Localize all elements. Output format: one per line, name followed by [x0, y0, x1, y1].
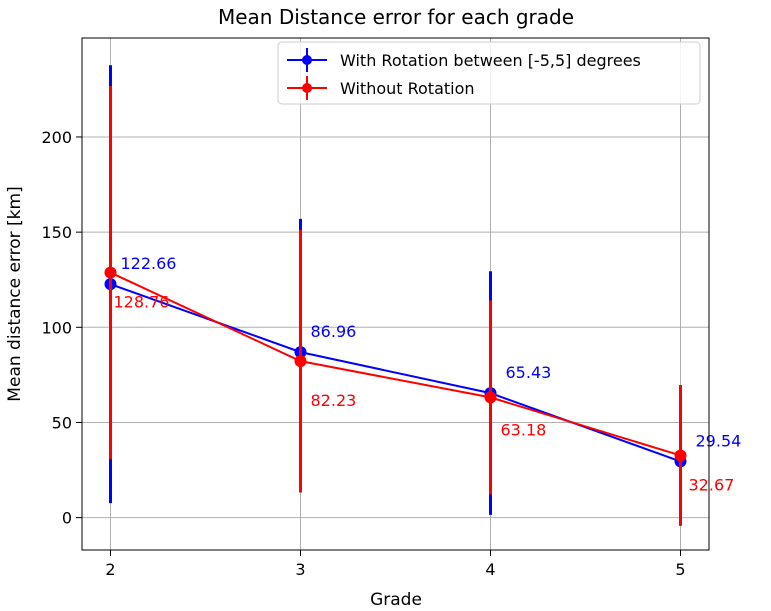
data-label: 32.67: [689, 475, 735, 494]
legend-box: [277, 41, 701, 105]
data-label: 29.54: [696, 431, 742, 450]
plot-frame: [81, 37, 710, 551]
data-point: [484, 391, 497, 404]
y-tick-label: 50: [52, 413, 72, 432]
y-tick-label: 0: [62, 509, 72, 528]
legend-label-without-rotation: Without Rotation: [340, 79, 475, 98]
chart-title: Mean Distance error for each grade: [218, 5, 574, 29]
x-tick-label: 2: [105, 560, 115, 579]
grid-lines: [82, 38, 709, 550]
data-label: 82.23: [311, 391, 357, 410]
y-axis-label: Mean distance error [km]: [5, 186, 25, 401]
series-layer: 122.66 86.96 65.43 29.54 128.76 82.23 63.18 32.…: [104, 65, 742, 526]
data-label: 122.66: [121, 254, 177, 273]
data-point: [674, 449, 687, 462]
x-axis-label: Grade: [370, 590, 422, 610]
data-label: 128.76: [114, 293, 170, 312]
series-1: 128.76 82.23 63.18 32.67: [104, 86, 735, 526]
legend: With Rotation between [-5,5] degrees Wit…: [277, 41, 701, 105]
legend-marker-with-rotation: [302, 55, 312, 65]
legend-label-with-rotation: With Rotation between [-5,5] degrees: [340, 51, 641, 70]
data-label: 63.18: [501, 420, 547, 439]
series-0: 122.66 86.96 65.43 29.54: [104, 65, 742, 521]
x-tick-label: 4: [485, 560, 495, 579]
legend-marker-without-rotation: [302, 83, 312, 93]
series-line: [110, 271, 681, 457]
data-point: [104, 266, 117, 279]
y-tick-label: 150: [41, 223, 72, 242]
data-point: [294, 355, 307, 368]
y-tick-label: 200: [41, 128, 72, 147]
y-tick-label: 100: [41, 318, 72, 337]
data-label: 86.96: [311, 322, 357, 341]
x-tick-label: 5: [675, 560, 685, 579]
series-line: [110, 283, 681, 463]
x-tick-label: 3: [295, 560, 305, 579]
data-label: 65.43: [506, 363, 552, 382]
